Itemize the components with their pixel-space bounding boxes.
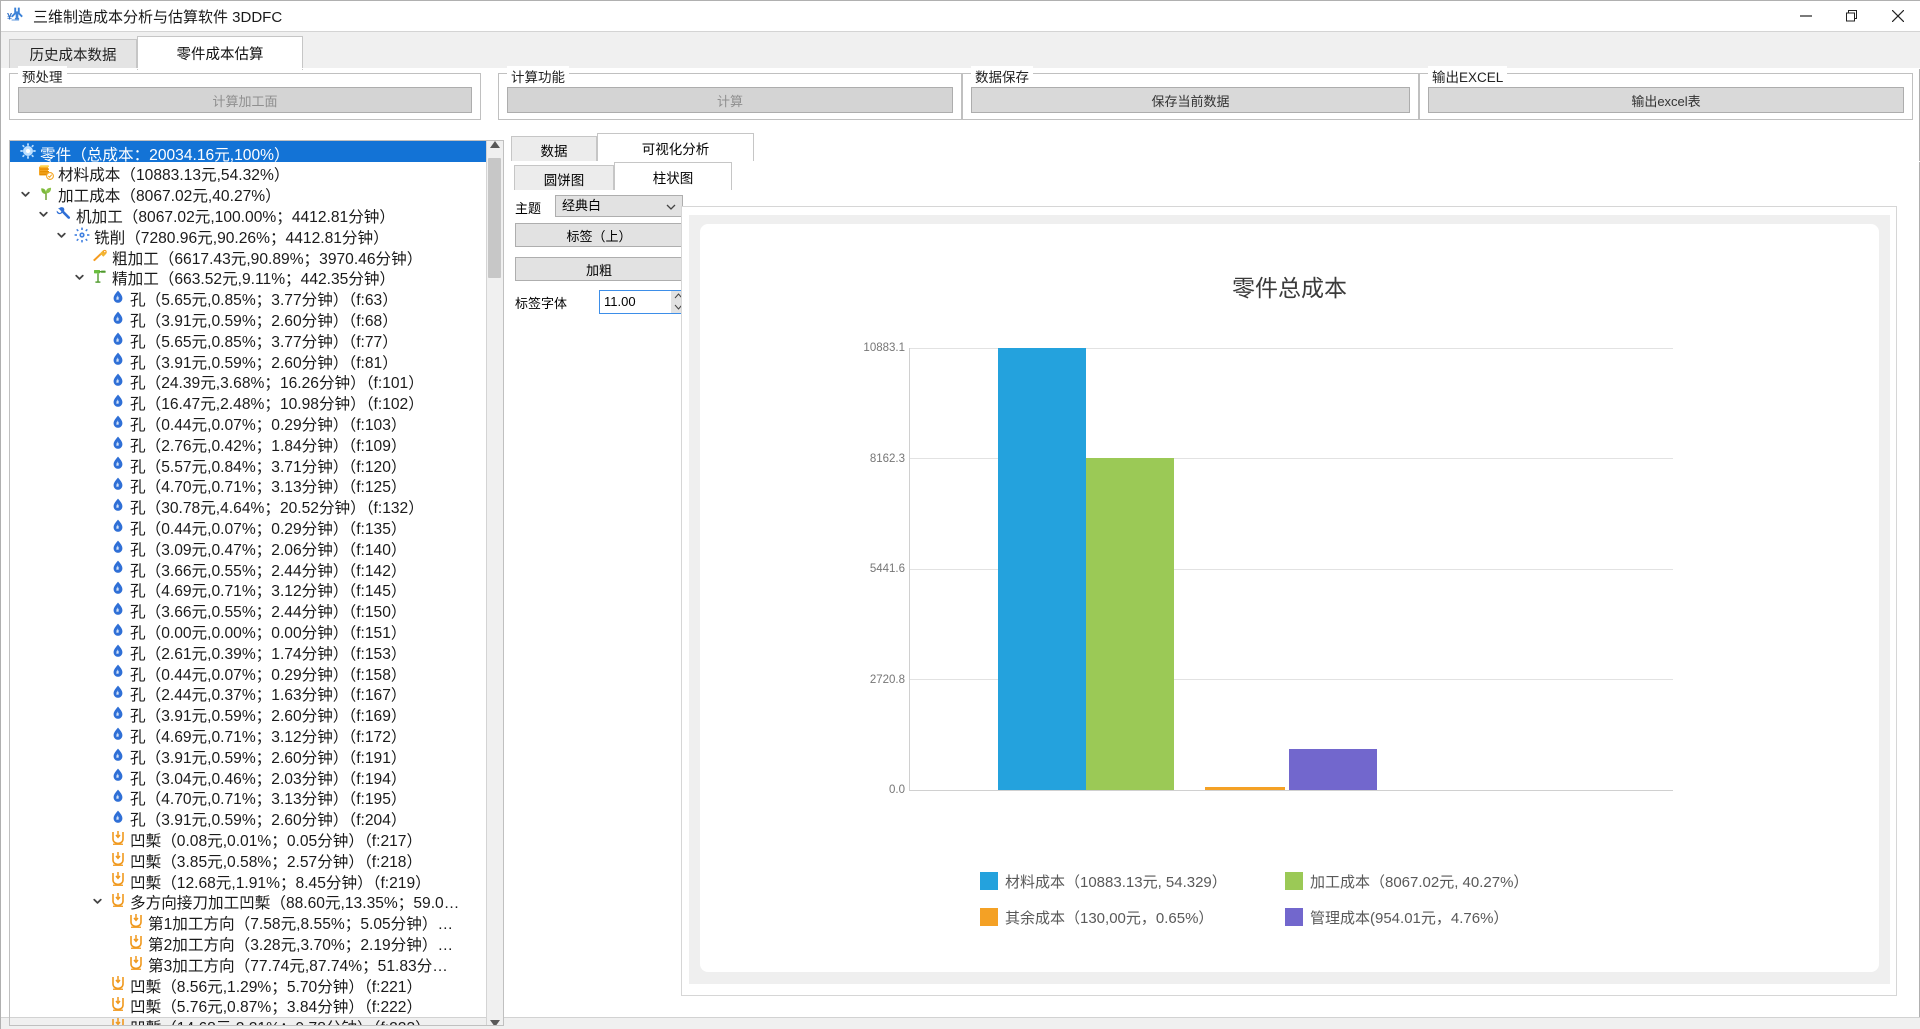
svg-text:¥: ¥ [117, 650, 120, 655]
svg-text:¥: ¥ [117, 733, 120, 738]
svg-text:¥: ¥ [117, 338, 120, 343]
svg-text:¥: ¥ [117, 816, 120, 821]
svg-text:¥: ¥ [117, 400, 120, 405]
svg-text:¥: ¥ [117, 754, 120, 759]
svg-text:¥: ¥ [117, 567, 120, 572]
svg-text:¥: ¥ [117, 629, 120, 634]
svg-text:¥: ¥ [117, 525, 120, 530]
svg-text:¥: ¥ [117, 379, 120, 384]
svg-text:¥: ¥ [117, 775, 120, 780]
svg-text:¥: ¥ [117, 359, 120, 364]
svg-text:¥: ¥ [117, 442, 120, 447]
svg-text:¥: ¥ [117, 587, 120, 592]
svg-text:¥: ¥ [117, 712, 120, 717]
svg-text:¥: ¥ [117, 463, 120, 468]
svg-text:¥: ¥ [117, 296, 120, 301]
svg-text:¥: ¥ [117, 671, 120, 676]
svg-text:¥: ¥ [117, 504, 120, 509]
svg-text:¥: ¥ [117, 421, 120, 426]
svg-text:¥: ¥ [117, 795, 120, 800]
svg-text:¥: ¥ [117, 483, 120, 488]
svg-text:¥: ¥ [117, 546, 120, 551]
svg-text:¥: ¥ [117, 691, 120, 696]
svg-text:¥: ¥ [117, 608, 120, 613]
svg-text:¥: ¥ [117, 317, 120, 322]
